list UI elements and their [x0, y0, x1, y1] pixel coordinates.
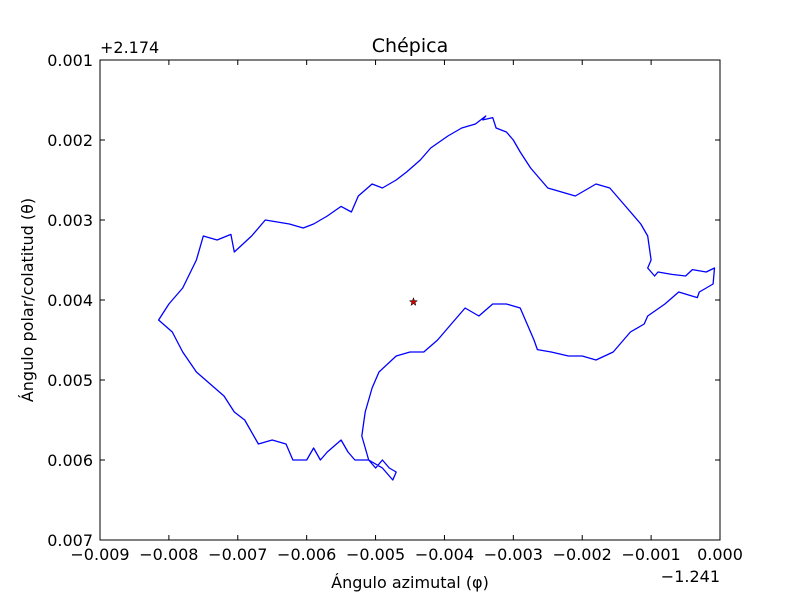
- x-tick-label: −0.001: [622, 545, 681, 564]
- x-ticks: −0.009 −0.008 −0.007 −0.006 −0.005 −0.004 −0.0…: [70, 60, 743, 564]
- center-marker-layer: [408, 297, 419, 307]
- y-tick-label: 0.004: [47, 291, 93, 310]
- x-tick-label: −0.007: [208, 545, 267, 564]
- y-tick-label: 0.003: [47, 211, 93, 230]
- plot-area-frame: [99, 59, 721, 541]
- y-offset-label: +2.174: [100, 38, 159, 57]
- x-offset-label: −1.241: [661, 567, 720, 586]
- y-tick-label: 0.005: [47, 371, 93, 390]
- x-tick-label: −0.008: [139, 545, 198, 564]
- y-tick-label: 0.001: [47, 51, 93, 70]
- chart-title: Chépica: [372, 35, 448, 57]
- center-star-marker: [408, 297, 419, 307]
- x-tick-label: −0.003: [484, 545, 543, 564]
- x-tick-label: −0.004: [415, 545, 474, 564]
- y-axis-label: Ángulo polar/colatitud (θ): [18, 198, 37, 402]
- y-tick-label: 0.002: [47, 131, 93, 150]
- x-tick-label: −0.002: [553, 545, 612, 564]
- x-tick-label: −0.006: [277, 545, 336, 564]
- outline-line-0: [157, 115, 716, 481]
- x-axis-label: Ángulo azimutal (φ): [331, 573, 489, 592]
- x-tick-label: 0.000: [697, 545, 743, 564]
- x-tick-label: −0.005: [346, 545, 405, 564]
- x-tick-label: −0.009: [70, 545, 129, 564]
- outline-series-layer: [157, 115, 716, 481]
- y-ticks: 0.001 0.002 0.003 0.004 0.005 0.006 0.007: [47, 51, 720, 550]
- y-tick-label: 0.007: [47, 531, 93, 550]
- y-tick-label: 0.006: [47, 451, 93, 470]
